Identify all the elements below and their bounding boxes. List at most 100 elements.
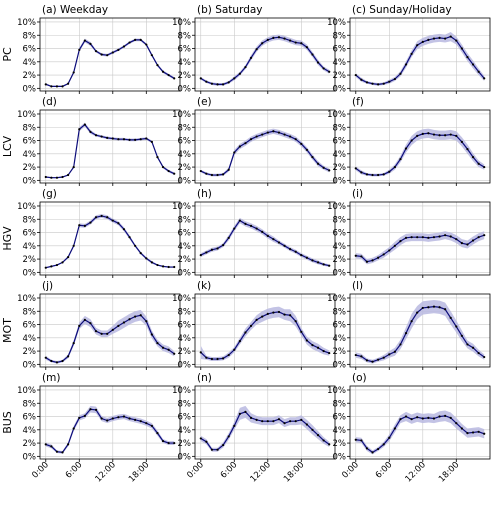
row-label: LCV	[1, 135, 14, 157]
y-tick-label: 10%	[172, 202, 191, 212]
panel-title: (n)	[197, 372, 212, 384]
data-point	[199, 351, 202, 354]
plot-frame	[194, 109, 336, 184]
data-point	[328, 169, 331, 172]
data-point	[382, 82, 385, 85]
data-point	[266, 131, 269, 134]
data-point	[167, 265, 170, 269]
data-point	[272, 420, 275, 423]
plot-frame	[349, 385, 491, 460]
data-point	[477, 162, 480, 165]
data-point	[67, 443, 70, 446]
data-point	[117, 416, 120, 419]
data-point	[371, 360, 374, 363]
data-point	[382, 173, 385, 176]
data-point	[399, 418, 402, 421]
data-point	[210, 248, 214, 251]
y-tick-label: 4%	[23, 334, 37, 344]
data-point	[128, 138, 131, 141]
data-point	[311, 428, 314, 431]
data-point	[111, 219, 114, 222]
data-point	[483, 432, 486, 435]
data-point	[471, 431, 475, 434]
data-point	[61, 359, 64, 363]
data-point	[272, 130, 275, 133]
y-tick-label: 4%	[178, 242, 192, 252]
row-label: MOT	[1, 318, 14, 343]
data-point	[216, 173, 219, 177]
x-tick-label: 0:00	[185, 460, 206, 481]
y-tick-label: 4%	[333, 242, 347, 252]
y-tick-label: 8%	[178, 307, 192, 317]
data-point	[78, 324, 81, 327]
data-point	[106, 136, 109, 139]
data-point	[167, 348, 170, 351]
data-point	[377, 173, 380, 177]
data-point	[354, 73, 357, 77]
data-point	[255, 418, 258, 421]
data-point	[266, 420, 269, 423]
data-point	[227, 435, 230, 438]
data-point	[455, 325, 458, 328]
data-point	[150, 54, 153, 57]
uncertainty-band	[200, 128, 330, 177]
data-point	[50, 85, 53, 88]
panel-4: 0% 2% 4% 6% 8% 10% (d) LCV	[1, 96, 181, 186]
data-point	[94, 134, 98, 137]
data-point	[50, 265, 53, 268]
data-point	[94, 50, 98, 53]
panel-2: 0% 2% 4% 6% 8% 10% (b) Saturday	[172, 4, 336, 94]
data-point	[294, 320, 297, 323]
y-tick-label: 2%	[333, 255, 347, 265]
data-point	[72, 342, 75, 345]
plot-frame	[39, 385, 181, 460]
data-point	[261, 230, 264, 233]
data-point	[444, 234, 447, 237]
y-tick-label: 2%	[23, 163, 37, 173]
y-tick-label: 2%	[23, 71, 37, 81]
data-point	[117, 48, 120, 51]
data-point	[106, 332, 109, 335]
data-point	[328, 351, 331, 355]
data-point	[449, 35, 452, 38]
data-point	[122, 321, 126, 324]
data-point	[205, 440, 208, 443]
data-point	[365, 173, 369, 176]
panel-title: (c) Sunday/Holiday	[352, 4, 452, 16]
uncertainty-band	[45, 309, 175, 364]
data-point	[360, 355, 363, 358]
data-point	[122, 45, 126, 48]
data-point	[427, 416, 430, 419]
data-point	[416, 134, 419, 137]
data-point	[328, 70, 331, 73]
data-point	[444, 37, 447, 40]
plot-frame	[194, 17, 336, 92]
data-point	[483, 355, 486, 359]
data-point	[294, 41, 297, 44]
data-point	[300, 253, 303, 257]
data-point	[156, 432, 159, 435]
plot-frame	[39, 109, 181, 184]
panel-title: (g)	[42, 188, 57, 200]
data-point	[145, 137, 148, 140]
data-point	[161, 346, 165, 349]
panel-title: (f)	[352, 96, 364, 108]
data-point	[404, 415, 408, 418]
data-point	[322, 166, 325, 169]
data-point	[393, 427, 396, 430]
data-point	[354, 254, 357, 257]
data-point	[294, 138, 297, 141]
data-point	[455, 238, 458, 241]
data-point	[477, 430, 480, 433]
uncertainty-band	[355, 231, 485, 265]
data-point	[455, 39, 458, 42]
data-point	[233, 77, 236, 80]
data-point	[173, 265, 176, 269]
data-point	[128, 236, 131, 239]
plot-frame	[349, 201, 491, 276]
data-point	[173, 172, 176, 175]
data-point	[410, 320, 413, 323]
data-point	[404, 332, 408, 335]
uncertainty-band	[355, 31, 485, 86]
data-point	[483, 165, 486, 169]
